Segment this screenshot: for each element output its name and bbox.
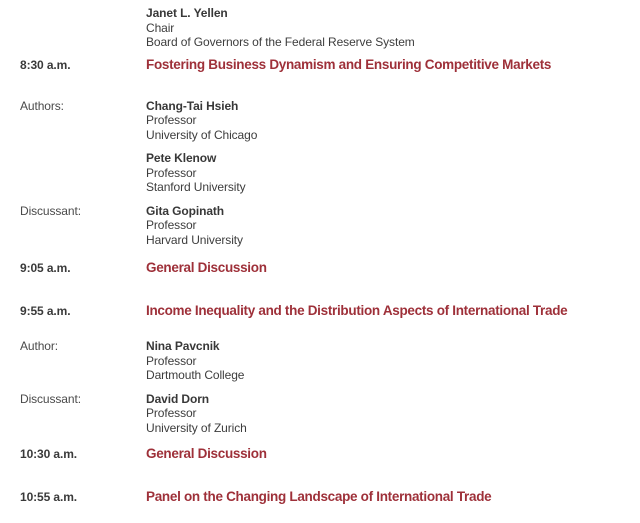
- person-name: David Dorn: [146, 391, 210, 406]
- person-row: Author: Nina Pavcnik Professor Dartmouth…: [20, 339, 622, 383]
- person-block: Nina Pavcnik Professor Dartmouth College: [146, 339, 622, 383]
- person-block: Pete Klenow Professor Stanford Universit…: [146, 151, 622, 195]
- session-row: 8:30 a.m. Fostering Business Dynamism an…: [20, 56, 622, 73]
- person-name: Pete Klenow: [146, 151, 217, 165]
- person-row: Pete Klenow Professor Stanford Universit…: [20, 151, 622, 195]
- role-label: Discussant:: [20, 203, 81, 218]
- session-title: Income Inequality and the Distribution A…: [146, 303, 568, 318]
- role-label: Author:: [20, 339, 58, 353]
- person-title: Chair: [146, 20, 175, 35]
- person-affiliation: University of Chicago: [146, 127, 258, 142]
- time-label: 10:30 a.m.: [20, 447, 78, 461]
- person-affiliation: Board of Governors of the Federal Reserv…: [146, 35, 415, 49]
- time-label: 10:55 a.m.: [20, 490, 78, 504]
- person-block: David Dorn Professor University of Zuric…: [146, 392, 622, 436]
- person-affiliation: Stanford University: [146, 180, 246, 194]
- person-row: Discussant: Gita Gopinath Professor Harv…: [20, 204, 622, 248]
- person-affiliation: Harvard University: [146, 232, 243, 247]
- person-affiliation: University of Zurich: [146, 420, 247, 435]
- time-label: 8:30 a.m.: [20, 57, 71, 72]
- time-label: 9:55 a.m.: [20, 304, 71, 318]
- speaker-row: Janet L. Yellen Chair Board of Governors…: [20, 6, 622, 50]
- person-block: Chang-Tai Hsieh Professor University of …: [146, 99, 622, 143]
- person-row: Authors: Chang-Tai Hsieh Professor Unive…: [20, 99, 622, 143]
- person-name: Janet L. Yellen: [146, 6, 228, 20]
- person-title: Professor: [146, 113, 197, 127]
- time-label: 9:05 a.m.: [20, 261, 71, 275]
- role-label: Authors:: [20, 98, 64, 113]
- session-title: Panel on the Changing Landscape of Inter…: [146, 489, 492, 504]
- person-block: Gita Gopinath Professor Harvard Universi…: [146, 204, 622, 248]
- session-title: General Discussion: [146, 446, 267, 461]
- person-affiliation: Dartmouth College: [146, 368, 245, 382]
- session-row: 10:55 a.m. Panel on the Changing Landsca…: [20, 488, 622, 505]
- role-label: Discussant:: [20, 391, 81, 406]
- person-row: Discussant: David Dorn Professor Univers…: [20, 392, 622, 436]
- person-name: Nina Pavcnik: [146, 339, 220, 353]
- person-title: Professor: [146, 353, 197, 368]
- person-title: Professor: [146, 165, 197, 180]
- session-row: 10:30 a.m. General Discussion: [20, 445, 622, 462]
- person-block: Janet L. Yellen Chair Board of Governors…: [146, 6, 622, 50]
- session-row: 9:05 a.m. General Discussion: [20, 259, 622, 276]
- person-name: Gita Gopinath: [146, 203, 225, 218]
- person-name: Chang-Tai Hsieh: [146, 98, 239, 113]
- person-title: Professor: [146, 406, 197, 420]
- agenda-section: Janet L. Yellen Chair Board of Governors…: [20, 6, 622, 505]
- session-row: 9:55 a.m. Income Inequality and the Dist…: [20, 302, 622, 319]
- session-title: Fostering Business Dynamism and Ensuring…: [146, 56, 552, 72]
- person-title: Professor: [146, 218, 197, 232]
- session-title: General Discussion: [146, 260, 267, 275]
